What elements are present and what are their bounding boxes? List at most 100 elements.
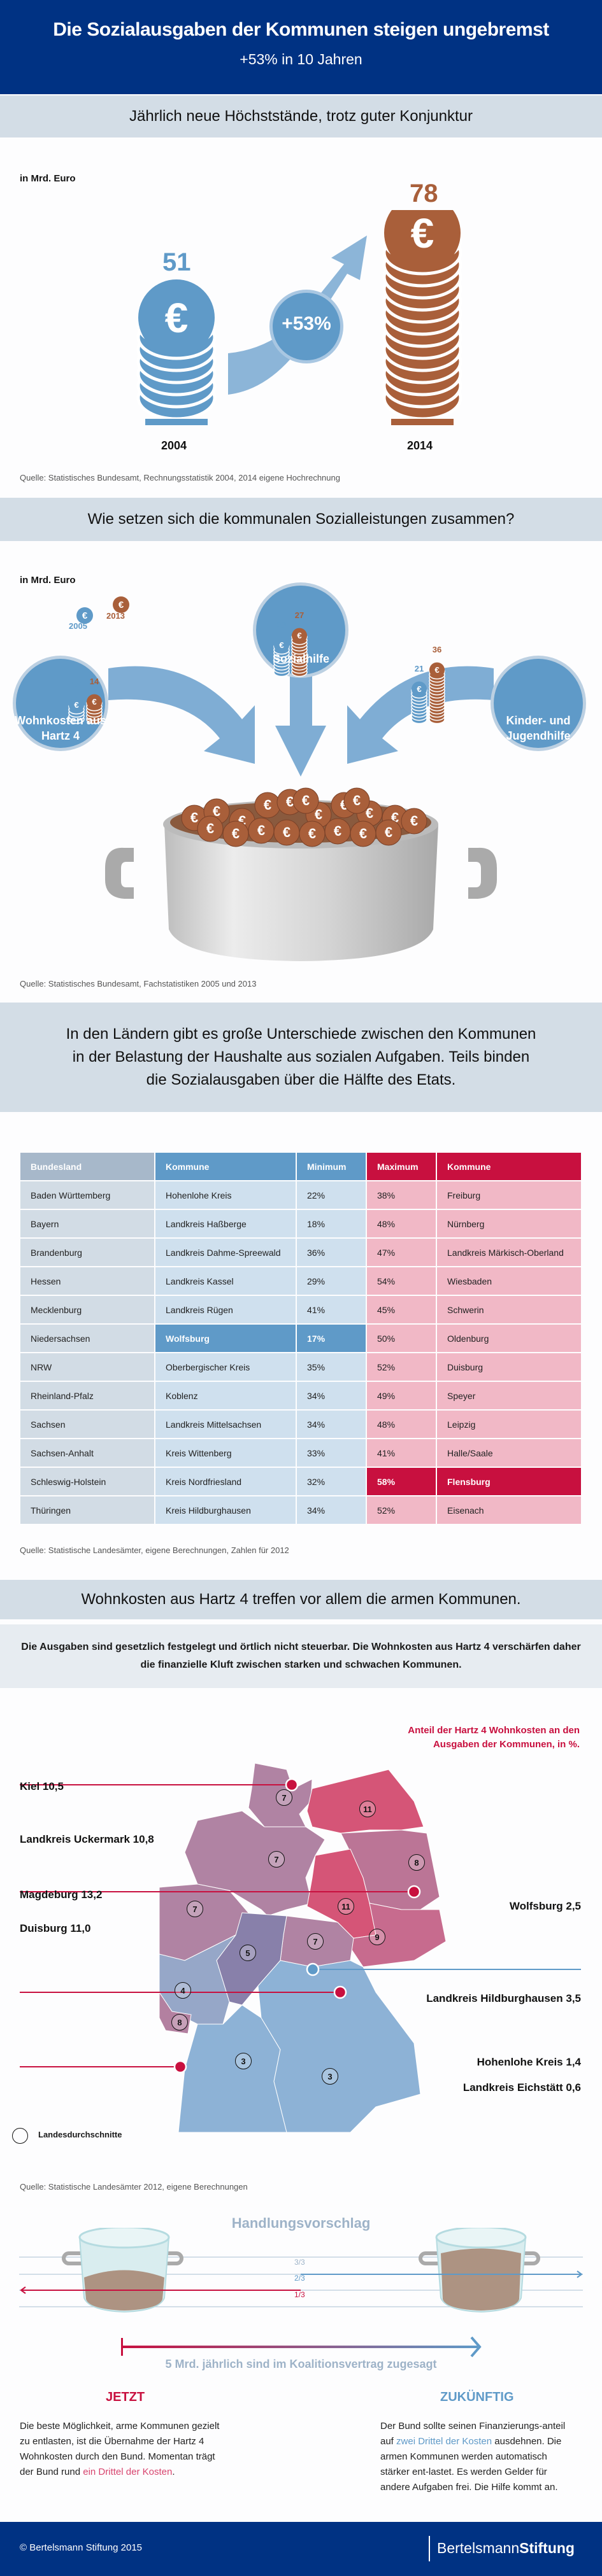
pot-coin [401,808,427,834]
circle-jugendhilfe [494,659,583,748]
legend-year-2013: 2013 [106,611,125,621]
city-label-low: Landkreis Eichstätt 0,6 [462,2081,581,2094]
legend-coin-2005 [76,607,93,624]
proposal-title: Handlungsvorschlag [231,2215,371,2231]
table-cell: Wolfsburg [155,1325,296,1352]
pot-coin [292,787,319,814]
comparison-table: Bundesland Kommune Minimum Maximum Kommune B… [19,1151,582,1525]
table-cell: NRW [20,1353,154,1381]
table-cell: Oldenburg [437,1325,581,1352]
state-average-badge: 11 [359,1801,376,1817]
table-cell: Mecklenburg [20,1296,154,1323]
stack-value-label: 14 [89,677,99,686]
circle-wohnkosten [16,659,105,748]
future-text: Der Bund sollte seinen Finanzierungs-ant… [380,2421,566,2493]
level-3-3: 3/3 [294,2258,305,2267]
section4-heading: Wohnkosten aus Hartz 4 treffen vor allem… [0,1580,602,1619]
table-cell: 54% [367,1267,436,1295]
table-row: Bayern Landkreis Haßberge 18% 48% Nürnberg [20,1210,581,1237]
city-label-high: Magdeburg 13,2 [20,1889,103,1901]
table-cell: 45% [367,1296,436,1323]
svg-text:€: € [334,823,341,839]
svg-text:€: € [82,610,88,621]
city-marker-high [333,1985,347,1999]
state-average-badge: 7 [276,1789,292,1806]
source-3: Quelle: Statistische Landesämter, eigene… [20,1545,289,1555]
euro-icon: € [92,697,97,707]
city-label-low: Landkreis Hildburghausen 3,5 [426,1992,581,2004]
table-cell: 36% [297,1239,366,1266]
city-marker-high [285,1778,299,1792]
section4-intro: Die Ausgaben sind gesetzlich festgelegt … [0,1624,602,1688]
table-cell: Freiburg [437,1181,581,1209]
section2-heading: Wie setzen sich die kommunalen Soziallei… [0,498,602,541]
table-row: Brandenburg Landkreis Dahme-Spreewald 36% 4… [20,1239,581,1266]
table-cell: 34% [297,1496,366,1524]
svg-text:€: € [118,600,124,610]
stack-2013-top-coin [429,662,445,678]
coin-stack-2004: € [136,279,217,421]
table-cell: 29% [297,1267,366,1295]
legend-coin-2013 [113,596,129,613]
pot-future-icon [419,2228,540,2313]
legend-circle-icon [12,2128,28,2144]
future-heading: ZUKÜNFTIG [440,2390,514,2404]
table-row: Schleswig-Holstein Kreis Nordfriesland 32%… [20,1468,581,1495]
state-average-badge: 3 [322,2068,338,2085]
level-2-3: 2/3 [294,2274,305,2283]
pot-now-icon [62,2228,183,2313]
section3-heading: In den Ländern gibt es große Unterschied… [0,1003,602,1112]
table-cell: Landkreis Dahme-Spreewald [155,1239,296,1266]
euro-icon: € [434,665,440,675]
baseline-2004 [145,419,208,425]
table-cell: Halle/Saale [437,1439,581,1467]
table-cell: Leipzig [437,1411,581,1438]
proposal-graphic [19,2228,583,2358]
state-average-badge: 11 [338,1898,354,1915]
column-header: Bundesland [20,1153,154,1180]
footer: © Bertelsmann Stiftung 2015 BertelsmannS… [0,2522,602,2576]
city-label-low: Wolfsburg 2,5 [509,1900,581,1912]
table-cell: Niedersachsen [20,1325,154,1352]
table-cell: Schwerin [437,1296,581,1323]
table-cell: Oberbergischer Kreis [155,1353,296,1381]
state-sachsen [350,1903,446,1967]
now-highlight: ein Drittel der Kosten [83,2467,173,2477]
legend-year-2005: 2005 [69,621,87,631]
table-cell: 50% [367,1325,436,1352]
stack-2005-top-coin [412,681,427,697]
svg-text:€: € [353,792,361,808]
table-row: Niedersachsen Wolfsburg 17% 50% Oldenburg [20,1325,581,1352]
growth-circle [273,293,340,360]
page-subtitle: +53% in 10 Jahren [240,51,362,67]
euro-icon: € [411,210,434,257]
table-cell: Bayern [20,1210,154,1237]
column-header: Kommune [437,1153,581,1180]
table-cell: 38% [367,1181,436,1209]
state-average-badge: 8 [408,1854,425,1871]
stack-2005-top-coin [274,637,289,653]
state-average-badge: 8 [171,2014,188,2031]
table-cell: Schleswig-Holstein [20,1468,154,1495]
table-cell: 18% [297,1210,366,1237]
table-cell: 33% [297,1439,366,1467]
unit-label-2: in Mrd. Euro [20,575,76,586]
state-average-badge: 9 [369,1929,385,1945]
svg-text:€: € [308,826,316,841]
table-cell: 17% [297,1325,366,1352]
logo: BertelsmannStiftung [437,2540,575,2556]
table-cell: Sachsen [20,1411,154,1438]
table-cell: 58% [367,1468,436,1495]
table-cell: 22% [297,1181,366,1209]
svg-text:€: € [190,810,198,826]
city-label-high: Duisburg 11,0 [20,1922,91,1934]
stack-2004-top-coin [138,279,215,356]
stack-value-label: 27 [294,610,305,620]
stack-2013-top-coin [87,694,102,710]
state-average-badge: 4 [175,1982,191,1999]
svg-text:€: € [410,813,418,829]
arrow-caption: 5 Mrd. jährlich sind im Koalitionsvertra… [165,2358,437,2370]
stack-2005-top-coin [69,697,84,713]
legend-circle-label: Landesdurchschnitte [38,2130,122,2139]
state-bayern [257,1960,421,2132]
